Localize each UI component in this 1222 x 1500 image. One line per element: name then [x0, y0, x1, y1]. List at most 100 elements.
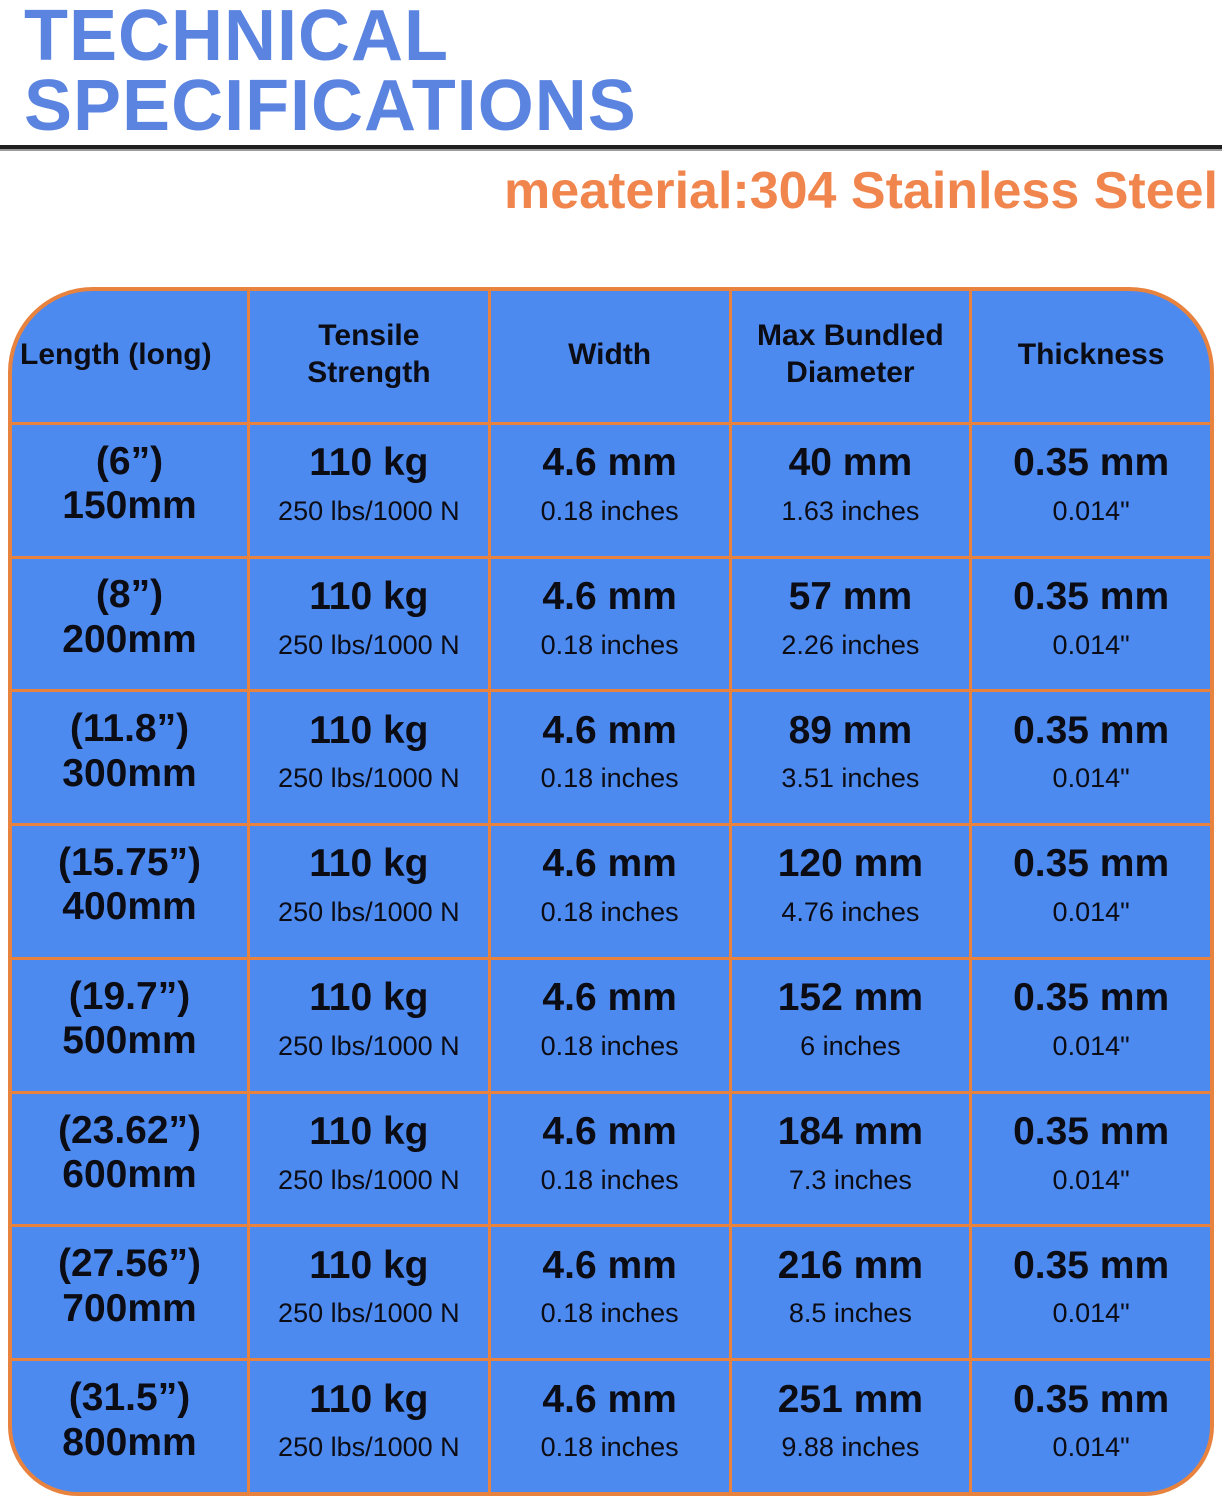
header-tensile-strength: Tensile Strength — [250, 291, 488, 422]
tensile-kg: 110 kg — [309, 1243, 429, 1287]
cell-tensile-strength: 110 kg 250 lbs/1000 N — [250, 826, 488, 957]
length-mm: 150mm — [62, 484, 197, 528]
diameter-inches: 8.5 inches — [788, 1298, 912, 1329]
cell-length: (19.7”) 500mm — [12, 959, 247, 1091]
cell-thickness: 0.35 mm 0.014" — [972, 424, 1210, 556]
tensile-kg: 110 kg — [309, 976, 429, 1020]
cell-width: 4.6 mm 0.18 inches — [490, 1361, 729, 1492]
cell-max-bundled-diameter: 184 mm 7.3 inches — [731, 1093, 970, 1225]
header-thickness: Thickness — [972, 291, 1210, 422]
header-max-bundled-diameter: Max Bundled Diameter — [731, 291, 970, 422]
header-width: Width — [490, 291, 729, 422]
tensile-lbs: 250 lbs/1000 N — [278, 495, 460, 526]
width-inches: 0.18 inches — [540, 495, 679, 526]
tensile-lbs: 250 lbs/1000 N — [278, 1030, 460, 1061]
cell-width: 4.6 mm 0.18 inches — [490, 424, 729, 556]
cell-length: (27.56”) 700mm — [12, 1227, 247, 1359]
cell-tensile-strength: 110 kg 250 lbs/1000 N — [250, 1093, 488, 1225]
width-mm: 4.6 mm — [542, 1243, 677, 1287]
tensile-kg: 110 kg — [309, 441, 429, 485]
cell-width: 4.6 mm 0.18 inches — [490, 826, 729, 957]
length-mm: 600mm — [62, 1153, 197, 1197]
thickness-inches: 0.014" — [1052, 1030, 1130, 1061]
cell-length: (8”) 200mm — [12, 558, 247, 690]
cell-tensile-strength: 110 kg 250 lbs/1000 N — [250, 692, 488, 824]
thickness-inches: 0.014" — [1052, 763, 1130, 794]
tensile-kg: 110 kg — [309, 1377, 429, 1421]
tensile-kg: 110 kg — [309, 842, 429, 886]
cell-tensile-strength: 110 kg 250 lbs/1000 N — [250, 424, 488, 556]
thickness-mm: 0.35 mm — [1013, 1110, 1170, 1154]
length-inches: (19.7”) — [68, 974, 191, 1018]
thickness-mm: 0.35 mm — [1013, 441, 1170, 485]
tensile-kg: 110 kg — [309, 1110, 429, 1154]
width-mm: 4.6 mm — [542, 1377, 677, 1421]
diameter-mm: 216 mm — [777, 1243, 923, 1287]
thickness-inches: 0.014" — [1052, 495, 1130, 526]
diameter-mm: 40 mm — [788, 441, 913, 485]
diameter-mm: 251 mm — [777, 1377, 923, 1421]
width-inches: 0.18 inches — [540, 897, 679, 928]
length-inches: (31.5”) — [68, 1376, 191, 1420]
cell-max-bundled-diameter: 120 mm 4.76 inches — [731, 826, 970, 957]
cell-max-bundled-diameter: 152 mm 6 inches — [731, 959, 970, 1091]
thickness-mm: 0.35 mm — [1013, 976, 1170, 1020]
cell-thickness: 0.35 mm 0.014" — [972, 692, 1210, 824]
cell-tensile-strength: 110 kg 250 lbs/1000 N — [250, 1227, 488, 1359]
tensile-lbs: 250 lbs/1000 N — [278, 897, 460, 928]
length-inches: (23.62”) — [57, 1108, 202, 1152]
cell-length: (6”) 150mm — [12, 424, 247, 556]
length-mm: 500mm — [62, 1019, 197, 1063]
width-mm: 4.6 mm — [542, 976, 677, 1020]
diameter-mm: 57 mm — [788, 574, 913, 618]
cell-thickness: 0.35 mm 0.014" — [972, 826, 1210, 957]
cell-max-bundled-diameter: 216 mm 8.5 inches — [731, 1227, 970, 1359]
length-mm: 200mm — [62, 617, 197, 661]
length-mm: 300mm — [62, 751, 197, 795]
thickness-mm: 0.35 mm — [1013, 708, 1170, 752]
width-inches: 0.18 inches — [540, 1164, 679, 1195]
cell-length: (23.62”) 600mm — [12, 1093, 247, 1225]
length-inches: (8”) — [95, 573, 164, 617]
title-divider-line — [0, 145, 1222, 151]
cell-length: (31.5”) 800mm — [12, 1361, 247, 1492]
cell-width: 4.6 mm 0.18 inches — [490, 692, 729, 824]
cell-length: (15.75”) 400mm — [12, 826, 247, 957]
width-inches: 0.18 inches — [540, 1432, 679, 1463]
cell-thickness: 0.35 mm 0.014" — [972, 1361, 1210, 1492]
cell-max-bundled-diameter: 89 mm 3.51 inches — [731, 692, 970, 824]
width-mm: 4.6 mm — [542, 842, 677, 886]
material-subtitle: meaterial:304 Stainless Steel — [504, 162, 1218, 220]
tensile-kg: 110 kg — [309, 708, 429, 752]
width-inches: 0.18 inches — [540, 1298, 679, 1329]
spec-table: Length (long) Tensile Strength Width Max… — [8, 287, 1214, 1496]
diameter-inches: 4.76 inches — [781, 897, 920, 928]
page-title-line1: TECHNICAL — [24, 0, 449, 76]
thickness-inches: 0.014" — [1052, 897, 1130, 928]
cell-length: (11.8”) 300mm — [12, 692, 247, 824]
diameter-mm: 184 mm — [777, 1110, 923, 1154]
thickness-mm: 0.35 mm — [1013, 1377, 1170, 1421]
cell-tensile-strength: 110 kg 250 lbs/1000 N — [250, 558, 488, 690]
diameter-inches: 6 inches — [800, 1030, 901, 1061]
diameter-mm: 152 mm — [777, 976, 923, 1020]
cell-width: 4.6 mm 0.18 inches — [490, 959, 729, 1091]
tensile-lbs: 250 lbs/1000 N — [278, 1432, 460, 1463]
width-inches: 0.18 inches — [540, 629, 679, 660]
width-mm: 4.6 mm — [542, 1110, 677, 1154]
length-inches: (6”) — [95, 439, 164, 483]
width-inches: 0.18 inches — [540, 763, 679, 794]
cell-max-bundled-diameter: 251 mm 9.88 inches — [731, 1361, 970, 1492]
cell-width: 4.6 mm 0.18 inches — [490, 1093, 729, 1225]
tensile-lbs: 250 lbs/1000 N — [278, 1164, 460, 1195]
cell-thickness: 0.35 mm 0.014" — [972, 1093, 1210, 1225]
length-mm: 400mm — [62, 885, 197, 929]
cell-tensile-strength: 110 kg 250 lbs/1000 N — [250, 959, 488, 1091]
length-inches: (27.56”) — [57, 1242, 202, 1286]
cell-max-bundled-diameter: 40 mm 1.63 inches — [731, 424, 970, 556]
diameter-mm: 89 mm — [788, 708, 913, 752]
cell-thickness: 0.35 mm 0.014" — [972, 959, 1210, 1091]
page-title-line2: SPECIFICATIONS — [24, 65, 637, 146]
thickness-inches: 0.014" — [1052, 1432, 1130, 1463]
cell-width: 4.6 mm 0.18 inches — [490, 558, 729, 690]
